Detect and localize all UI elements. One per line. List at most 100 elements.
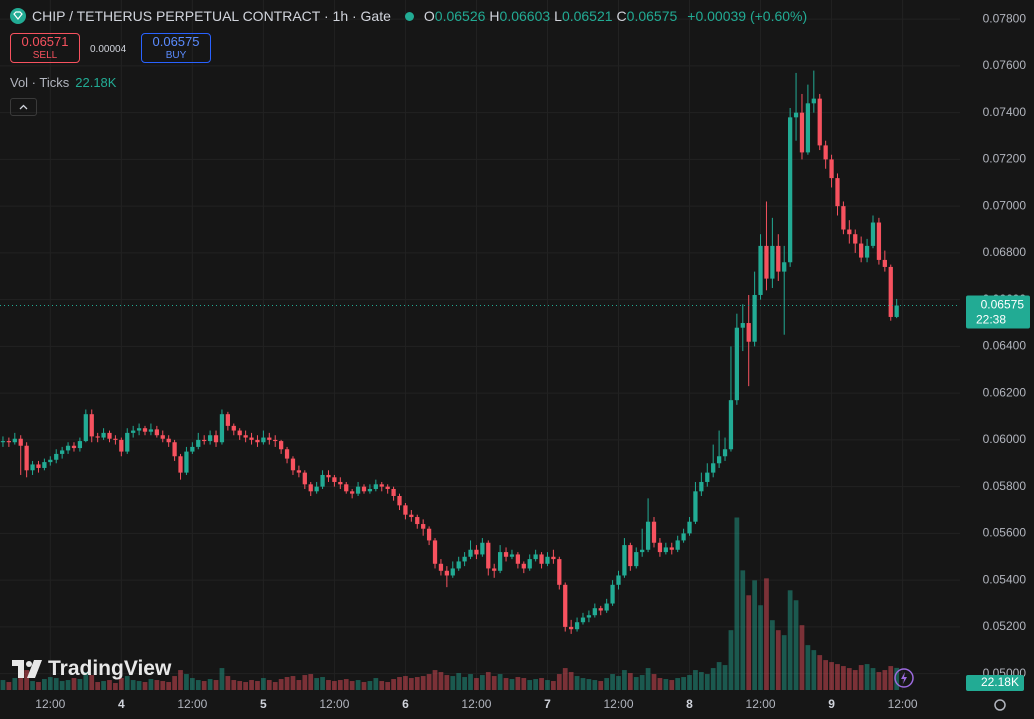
settings-icon[interactable] [994,699,1006,711]
volume-bar [551,681,556,690]
candle-body [859,243,864,258]
y-tick-label: 0.05200 [983,619,1027,633]
volume-bar [438,672,444,690]
buy-button[interactable]: 0.06575 BUY [141,33,211,63]
volume-bar [47,677,53,690]
candle-body [752,294,757,342]
volume-bar [835,664,840,690]
volume-bar [770,620,775,690]
candle-body [255,439,260,443]
volume-bar [562,668,568,690]
candle-body [486,542,491,569]
candle-body [551,556,556,560]
candle-body [580,617,586,623]
candle-body [764,245,769,279]
ohlc-value: 0.06526 [434,8,486,24]
volume-bar [225,676,231,690]
volume-bar [687,675,692,690]
candle-body [853,234,858,244]
volume-bar [829,662,834,690]
candle-body [101,432,106,438]
volume-bar [118,678,124,690]
candle-body [409,514,414,518]
y-tick-label: 0.07800 [983,11,1027,25]
x-tick-label: 12:00 [177,697,207,711]
candle-body [592,608,597,616]
candle-body [237,430,242,436]
candle-body [367,488,373,492]
candle-body [60,450,65,454]
candle-body [758,245,763,295]
volume-bar [485,672,491,690]
candle-body [12,438,17,443]
alert-icon [894,668,914,688]
candle-body [326,474,331,478]
candle-body [18,438,23,446]
volume-bar [734,517,740,690]
watermark-text: TradingView [48,657,172,680]
collapse-button[interactable] [10,98,37,116]
volume-bar [480,675,485,690]
volume-bar [373,678,379,690]
volume-bar [474,678,479,690]
candle-body [231,425,236,431]
candle-body [279,441,284,450]
volume-bar [124,676,130,690]
candle-body [391,488,396,496]
volume-bar [491,676,497,690]
volume-bar [403,676,408,690]
volume-bar [71,678,77,690]
volume-bar [864,664,870,690]
candle-body [604,603,609,611]
volume-bar [799,625,805,690]
candle-body [474,549,479,555]
sell-button[interactable]: 0.06571 SELL [10,33,80,63]
volume-bar [651,674,657,690]
candle-body [663,547,668,553]
volume-bar [107,680,112,690]
candle-body [669,547,674,550]
candle-body [835,178,840,207]
volume-bar [722,665,728,690]
volume-bar [261,678,266,690]
volume-bar [894,667,900,690]
volume-bar [101,681,106,690]
candle-body [267,437,272,440]
x-tick-label: 4 [118,697,125,711]
candle-body [421,524,426,529]
buy-label: BUY [165,50,187,61]
candle-body [847,229,852,235]
volume-bar [397,677,402,690]
candle-body [219,414,225,443]
candle-body [545,556,550,564]
volume-bar [681,677,686,690]
y-tick-label: 0.07200 [983,152,1027,166]
candle-body [71,445,77,449]
candle-body [136,428,142,431]
volume-bar [509,679,515,690]
candle-body [799,112,805,153]
volume-bar [130,680,136,690]
ohlc-label: L [554,8,562,24]
volume-bar [207,679,213,690]
volume-label-box [966,675,1024,691]
ohlc-value: 0.06575 [626,8,678,24]
candle-body [634,552,639,567]
volume-legend: Vol · Ticks 22.18K [10,75,116,90]
volume-bar [852,670,858,690]
candle-body [6,441,12,443]
candle-body [350,491,355,494]
candle-body [273,439,278,442]
candle-body [681,533,686,541]
x-tick-label: 12:00 [461,697,491,711]
candle-body [83,414,88,442]
volume-bar [432,670,438,690]
y-tick-label: 0.06200 [983,385,1027,399]
volume-bar [663,679,669,690]
volume-bar [142,682,148,690]
candle-body [829,159,834,179]
volume-bar [758,605,763,690]
candle-body [403,505,408,515]
last-price-label: 0.06575 [981,298,1025,312]
